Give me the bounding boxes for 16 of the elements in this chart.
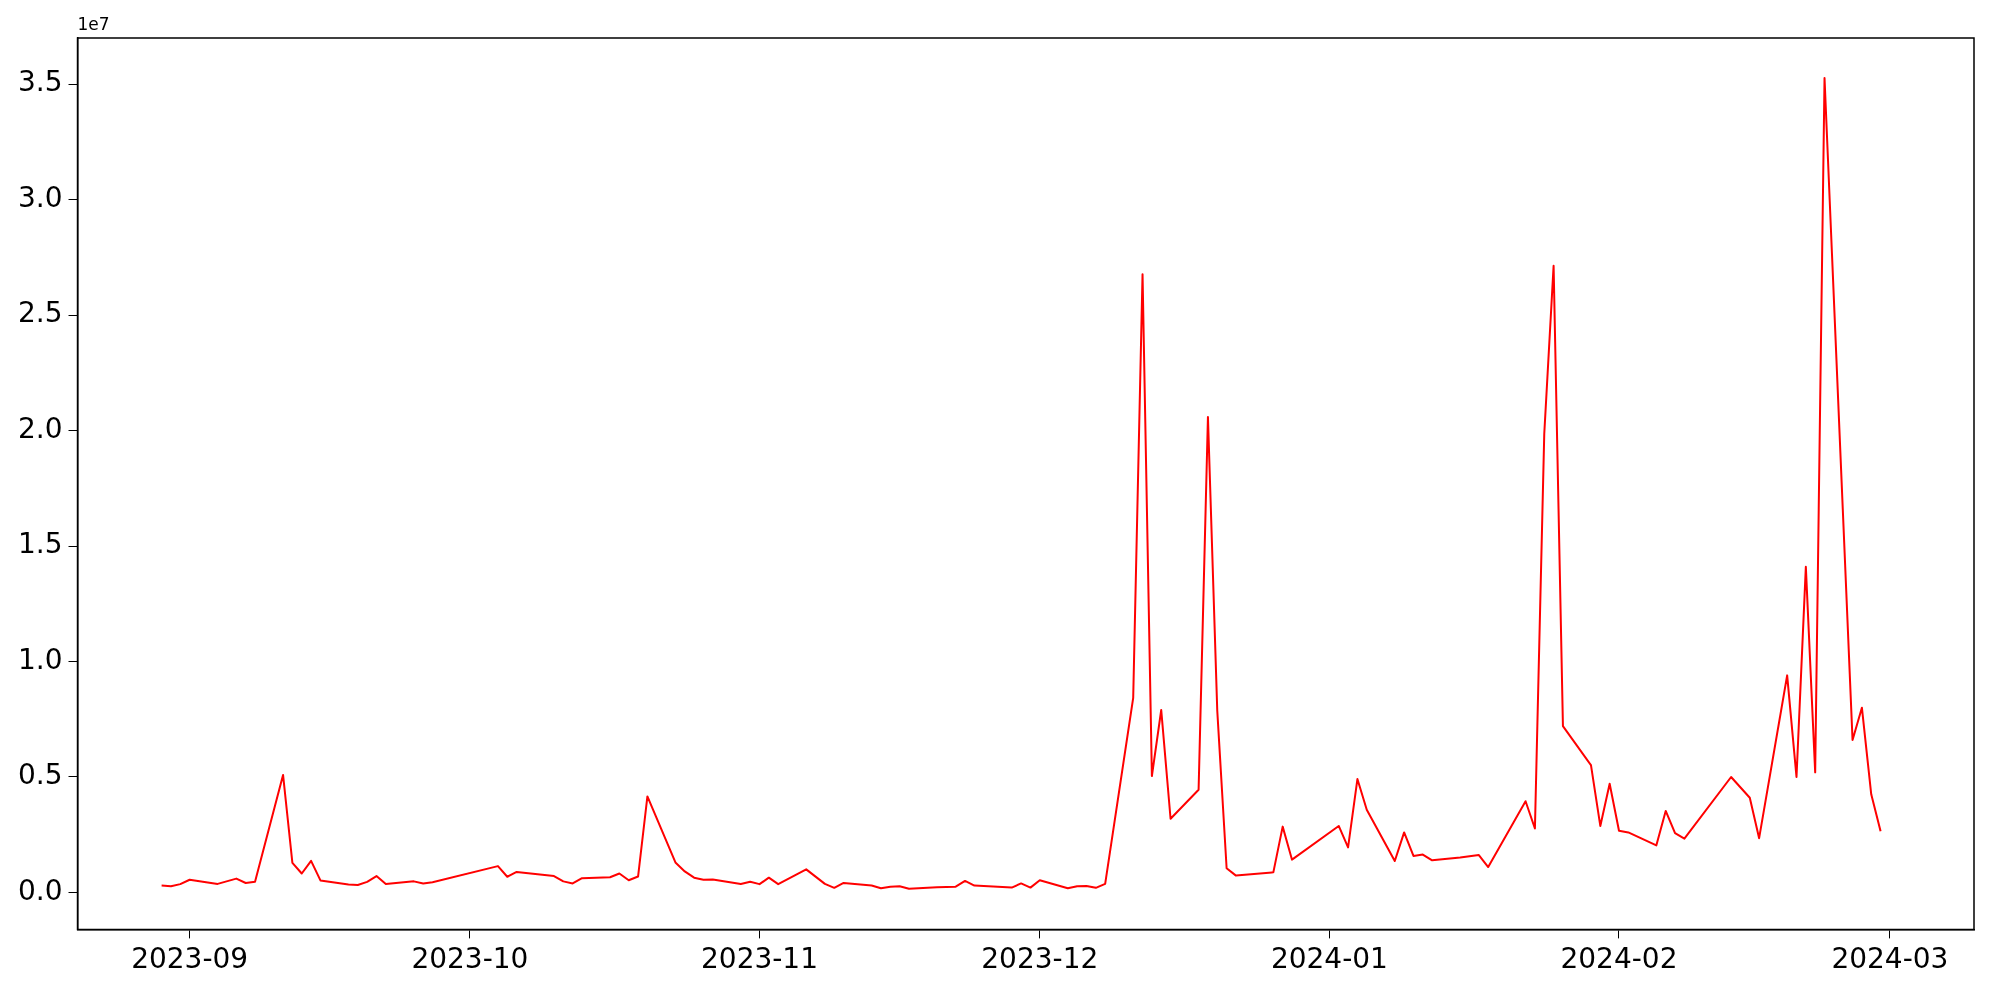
- text: 1e7: [77, 13, 110, 34]
- y-tick-label: 2.0: [18, 411, 63, 445]
- y-tick-label: 3.5: [18, 65, 63, 99]
- x-tick-label: 2023-12: [981, 942, 1099, 976]
- y-tick-label: 0.0: [18, 873, 63, 907]
- y-tick-label: 1.0: [18, 642, 63, 676]
- y-tick-label: 2.5: [18, 296, 63, 330]
- x-tick-label: 2024-01: [1270, 942, 1388, 976]
- x-tick-label: 2023-11: [701, 942, 819, 976]
- x-tick-label: 2023-09: [131, 942, 249, 976]
- y-tick-label: 1.5: [18, 527, 63, 561]
- y-tick-label: 3.0: [18, 180, 63, 214]
- x-tick-label: 2024-03: [1831, 942, 1949, 976]
- y-tick-label: 0.5: [18, 758, 63, 792]
- x-tick-label: 2024-02: [1560, 942, 1678, 976]
- x-tick-label: 2023-10: [411, 942, 529, 976]
